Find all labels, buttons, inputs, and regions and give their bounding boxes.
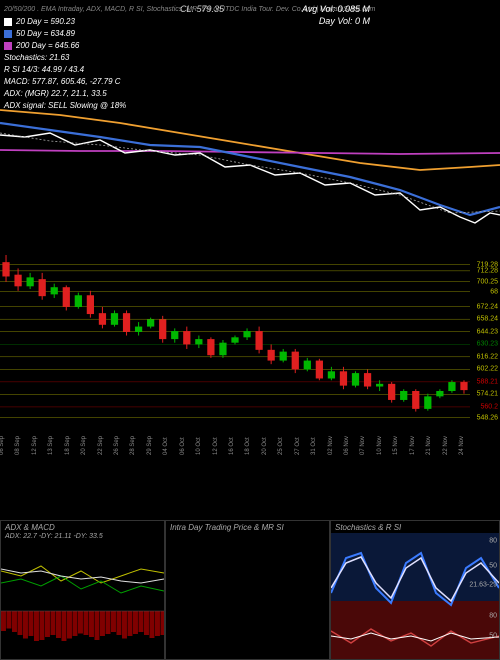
stoch-label: Stochastics: 21.63 (4, 52, 496, 64)
ma20-swatch (4, 18, 12, 26)
rsi-label: R SI 14/3: 44.99 / 43.4 (4, 64, 496, 76)
intraday-panel: Intra Day Trading Price & MR SI (165, 520, 330, 660)
day-vol: Day Vol: 0 M (319, 16, 370, 26)
stoch-title: Stochastics & R SI (331, 521, 405, 534)
chart-root: 20/50/200 . EMA Intraday, ADX, MACD, R S… (0, 0, 500, 660)
adx-title: ADX & MACD (1, 521, 59, 534)
close-price: CL: 579.35 (180, 4, 224, 14)
ma200-swatch (4, 42, 12, 50)
price-yaxis: 719.28712.28700.2568672.24658.24644.2363… (470, 255, 500, 455)
ma50-label: 50 Day = 634.89 (16, 28, 75, 40)
header-line1: 20/50/200 . EMA Intraday, ADX, MACD, R S… (4, 4, 496, 16)
macd-label: MACD: 577.87, 605.46, -27.79 C (4, 76, 496, 88)
ma200-label: 200 Day = 645.66 (16, 40, 79, 52)
avg-vol: Avg Vol: 0.085 M (302, 4, 370, 14)
adx-sub: ADX: 22.7 -DY: 21.11 -DY: 33.5 (5, 533, 103, 540)
ma20-label: 20 Day = 590.23 (16, 16, 75, 28)
stoch-rsi-panel: Stochastics & R SI 805021.63-298050 (330, 520, 500, 660)
intra-title: Intra Day Trading Price & MR SI (166, 521, 288, 534)
ma50-swatch (4, 30, 12, 38)
candlestick-chart: 719.28712.28700.2568672.24658.24644.2363… (0, 255, 500, 455)
ma-line-chart (0, 95, 500, 230)
adx-macd-panel: ADX & MACD ADX: 22.7 -DY: 21.11 -DY: 33.… (0, 520, 165, 660)
date-xaxis: 06 Sep08 Sep12 Sep13 Sep18 Sep20 Sep22 S… (0, 425, 470, 455)
indicator-panels: ADX & MACD ADX: 22.7 -DY: 21.11 -DY: 33.… (0, 520, 500, 660)
